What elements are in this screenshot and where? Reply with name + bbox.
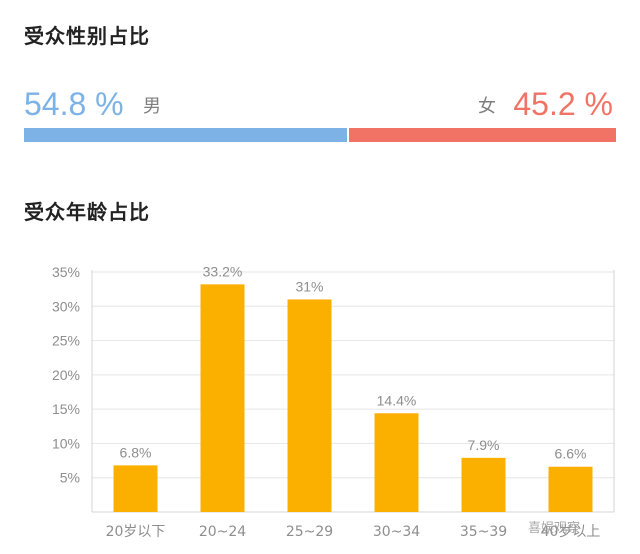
y-tick-label: 35% <box>52 264 80 280</box>
bar <box>548 466 593 512</box>
y-tick-label: 10% <box>52 435 80 451</box>
y-tick-label: 25% <box>52 333 80 349</box>
y-tick-label: 30% <box>52 298 80 314</box>
female-label: 女 <box>478 96 496 117</box>
bar <box>113 465 158 512</box>
bar-value-label: 14.4% <box>377 392 417 408</box>
male-percentage: 54.8 % <box>24 86 124 122</box>
bar <box>287 299 332 512</box>
gender-section-title: 受众性别占比 <box>24 24 150 48</box>
male-share-bar <box>24 128 348 142</box>
x-category-label: 35~39 <box>460 524 507 540</box>
female-percentage: 45.2 % <box>513 86 613 122</box>
y-tick-label: 5% <box>60 470 80 486</box>
bar-value-label: 33.2% <box>203 263 243 279</box>
male-label: 男 <box>143 96 161 117</box>
y-tick-label: 20% <box>52 367 80 383</box>
x-category-label: 20岁以下 <box>106 524 166 540</box>
watermark: 喜娱观察 <box>528 521 581 536</box>
bar-value-label: 6.6% <box>555 446 587 462</box>
female-share-bar <box>349 128 616 142</box>
bar-value-label: 6.8% <box>120 444 152 460</box>
x-category-label: 30~34 <box>373 524 420 540</box>
x-category-label: 25~29 <box>286 524 333 540</box>
y-tick-label: 15% <box>52 401 80 417</box>
x-category-label: 20~24 <box>199 524 246 540</box>
x-category-label: 40岁以上 <box>541 524 601 540</box>
bar-value-label: 31% <box>295 278 323 294</box>
bar <box>374 413 419 512</box>
bar <box>461 457 506 512</box>
age-section-title: 受众年龄占比 <box>24 200 150 224</box>
bar-value-label: 7.9% <box>468 437 500 453</box>
bar <box>200 284 245 512</box>
